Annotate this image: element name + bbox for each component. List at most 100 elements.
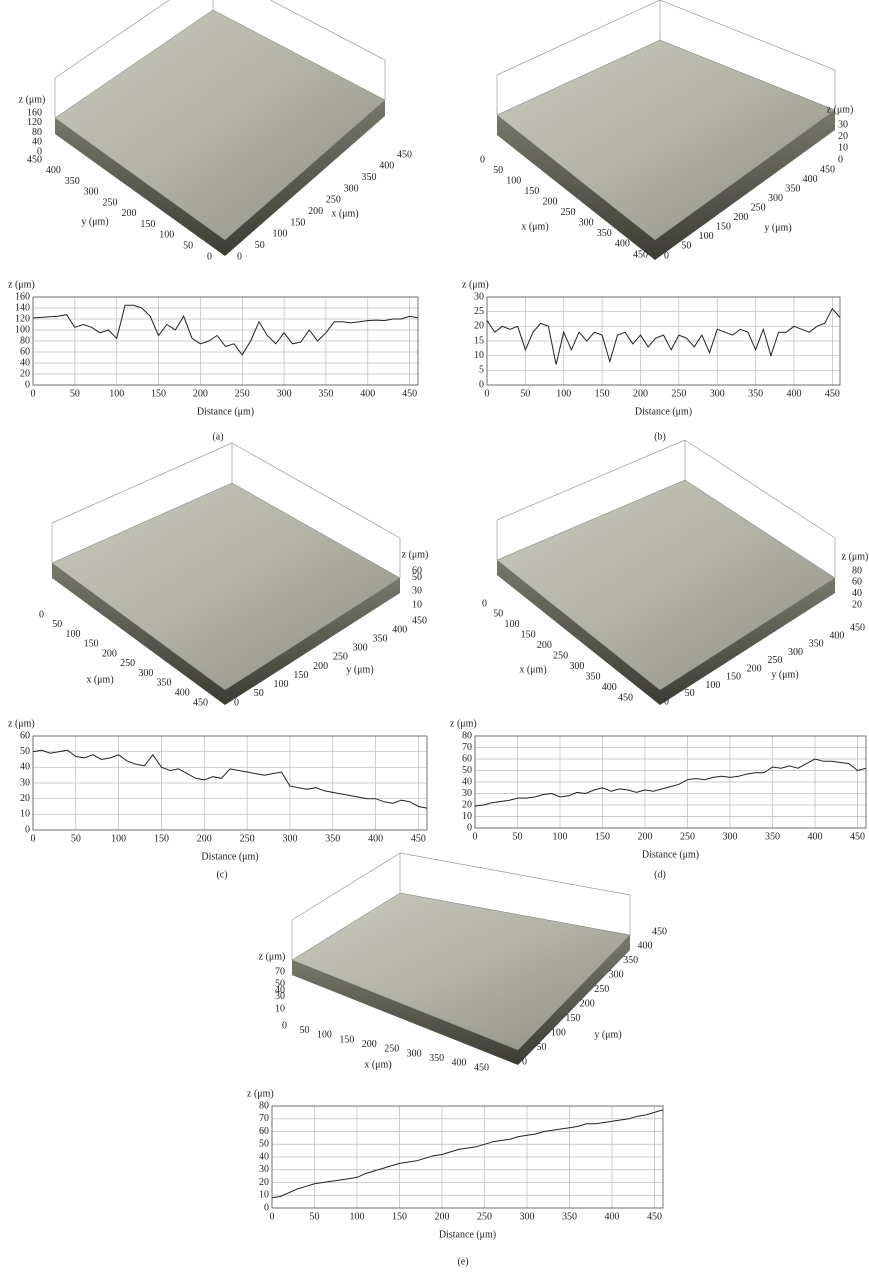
surface-z-tick-label: 80	[32, 127, 42, 138]
surface-z-tick-label: 0	[838, 154, 843, 165]
frame-line	[399, 852, 631, 896]
y-tick-label: 50	[20, 746, 30, 757]
surface-x-tick-label: 300	[138, 668, 153, 679]
frame-line	[496, 439, 686, 521]
x-tick-label: 350	[325, 833, 340, 844]
y-tick-label: 160	[15, 291, 30, 302]
x-tick-label: 250	[477, 1211, 492, 1222]
surface-x-tick-label: 300	[407, 1048, 422, 1059]
surface-y-tick-label: 300	[768, 193, 783, 204]
surface-x-label: x (μm)	[521, 221, 548, 232]
y-tick-label: 10	[20, 809, 30, 820]
surface-y-tick-label: 250	[751, 203, 766, 214]
x-tick-label: 450	[825, 388, 840, 399]
y-tick-label: 120	[15, 313, 30, 324]
surface-y-tick-label: 250	[333, 652, 348, 663]
surface-z-tick-label: 40	[32, 137, 42, 148]
x-tick-label: 50	[310, 1211, 320, 1222]
surface-x-tick-label: 350	[429, 1053, 444, 1064]
frame-line	[51, 442, 233, 524]
x-axis-label: Distance (μm)	[642, 849, 699, 860]
y-tick-label: 10	[259, 1190, 269, 1201]
surface-z-label: z (μm)	[259, 951, 286, 962]
surface-x-tick-label: 200	[102, 648, 117, 659]
surface-y-tick-label: 0	[664, 250, 669, 261]
surface-x-tick-label: 150	[339, 1034, 354, 1045]
y-tick-label: 20	[259, 1177, 269, 1188]
y-tick-label: 0	[479, 379, 484, 390]
surface-y-tick-label: 200	[733, 212, 748, 223]
x-tick-label: 450	[850, 831, 865, 842]
surface-y-tick-label: 350	[623, 955, 638, 966]
y-tick-label: 50	[259, 1139, 269, 1150]
surface-z-tick-label: 50	[412, 572, 422, 583]
surface-x-tick-label: 0	[237, 251, 242, 262]
y-tick-label: 70	[462, 742, 472, 753]
x-tick-label: 100	[556, 388, 571, 399]
x-axis-label: Distance (μm)	[197, 406, 254, 417]
surface-x-tick-label: 200	[537, 640, 552, 651]
x-tick-label: 350	[562, 1211, 577, 1222]
y-tick-label: 5	[479, 365, 484, 376]
surface-y-tick-label: 200	[313, 661, 328, 672]
x-tick-label: 350	[748, 388, 763, 399]
x-tick-label: 300	[723, 831, 738, 842]
y-tick-label: 100	[15, 324, 30, 335]
surface-x-tick-label: 0	[482, 598, 487, 609]
x-tick-label: 250	[680, 831, 695, 842]
x-tick-label: 400	[368, 833, 383, 844]
surface-y-tick-label: 150	[726, 672, 741, 683]
surface-z-label: z (μm)	[842, 551, 869, 562]
surface-x-tick-label: 100	[273, 229, 288, 240]
surface-z-tick-label: 30	[838, 119, 848, 130]
surface-x-tick-label: 450	[397, 149, 412, 160]
y-tick-label: 40	[259, 1151, 269, 1162]
y-tick-label: 40	[20, 357, 30, 368]
surface-y-tick-label: 200	[580, 999, 595, 1010]
x-tick-label: 350	[765, 831, 780, 842]
y-tick-label: 80	[259, 1100, 269, 1111]
surface-x-tick-label: 150	[290, 217, 305, 228]
surface-wall	[655, 110, 835, 260]
x-tick-label: 200	[638, 831, 653, 842]
y-tick-label: 30	[474, 291, 484, 302]
y-tick-label: 20	[462, 799, 472, 810]
surface-wall	[660, 578, 835, 705]
surface-x-tick-label: 250	[553, 651, 568, 662]
y-tick-label: 60	[20, 730, 30, 741]
surface-y-tick-label: 100	[274, 679, 289, 690]
surface-y-tick-label: 0	[522, 1056, 527, 1067]
surface-y-tick-label: 400	[803, 174, 818, 185]
surface-wall	[518, 935, 630, 1065]
y-tick-label: 0	[25, 824, 30, 835]
surface-z-label: z (μm)	[402, 549, 429, 560]
y-tick-label: 0	[25, 379, 30, 390]
x-tick-label: 0	[31, 388, 36, 399]
surface-top	[51, 482, 401, 691]
surface-x-tick-label: 250	[561, 207, 576, 218]
surface-x-tick-label: 50	[52, 619, 62, 630]
surface-y-tick-label: 400	[392, 624, 407, 635]
surface-y-tick-label: 350	[785, 183, 800, 194]
y-tick-label: 60	[20, 346, 30, 357]
surface-wall	[497, 560, 660, 705]
plot-frame	[32, 296, 419, 386]
surface-y-tick-label: 0	[207, 251, 212, 262]
surface-y-tick-label: 350	[372, 634, 387, 645]
surface-top	[496, 39, 836, 241]
surface-y-tick-label: 450	[820, 164, 835, 175]
surface-x-tick-label: 150	[524, 186, 539, 197]
x-tick-label: 150	[595, 388, 610, 399]
surface-x-label: x (μm)	[331, 208, 358, 219]
surface-x-tick-label: 50	[255, 240, 265, 251]
plot-frame	[474, 735, 867, 829]
surface-top	[291, 892, 631, 1051]
surface-wall	[55, 118, 225, 256]
surface-y-tick-label: 400	[829, 631, 844, 642]
surface-x-tick-label: 100	[65, 629, 80, 640]
x-tick-label: 150	[154, 833, 169, 844]
surface-x-tick-label: 350	[597, 228, 612, 239]
y-tick-label: 20	[474, 321, 484, 332]
surface-z-tick-label: 0	[37, 146, 42, 157]
